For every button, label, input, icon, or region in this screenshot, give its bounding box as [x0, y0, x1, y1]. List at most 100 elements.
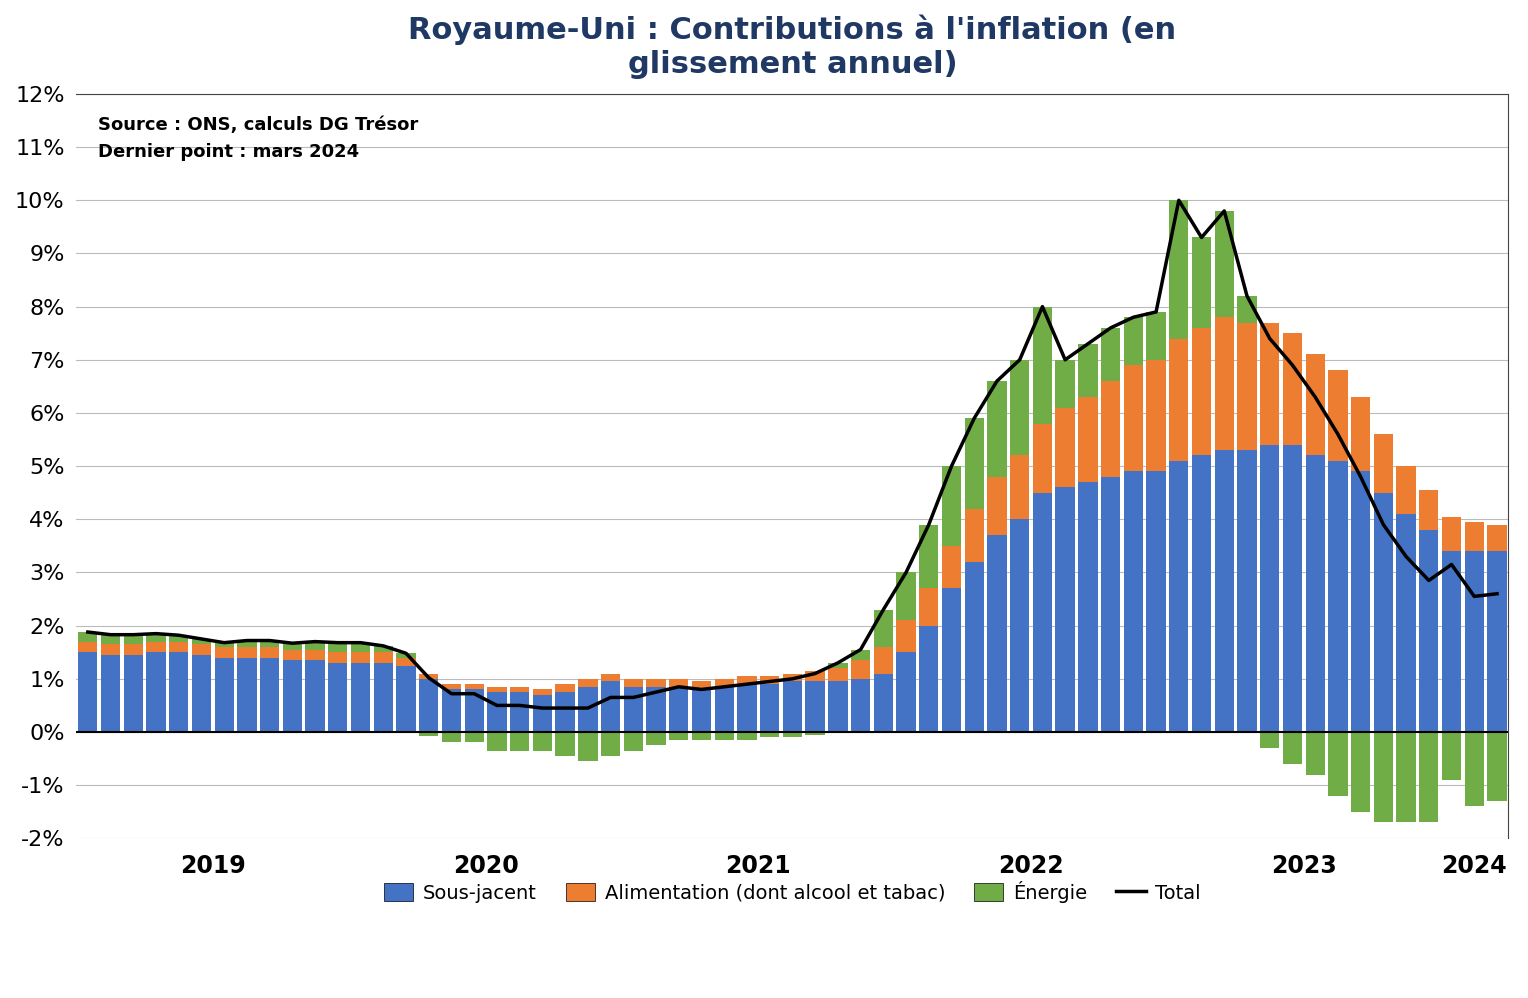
Bar [1465, 732, 1484, 806]
Bar [1487, 551, 1507, 732]
Bar [1033, 423, 1053, 493]
Bar [351, 653, 370, 663]
Bar [1465, 551, 1484, 732]
Bar [214, 658, 234, 732]
Bar [147, 634, 165, 642]
Bar [1146, 471, 1166, 732]
Bar [1169, 338, 1189, 461]
Bar [897, 653, 915, 732]
Bar [374, 646, 393, 653]
Bar [419, 674, 439, 679]
Bar [1305, 354, 1325, 455]
Bar [897, 573, 915, 621]
Bar [419, 732, 439, 737]
Bar [987, 535, 1007, 732]
Bar [1169, 201, 1189, 338]
Bar [897, 621, 915, 653]
Bar [1102, 381, 1120, 477]
Bar [1397, 732, 1416, 822]
Bar [941, 589, 961, 732]
Bar [306, 650, 325, 661]
Bar [987, 477, 1007, 535]
Bar [487, 687, 507, 692]
Bar [124, 645, 144, 655]
Bar [1169, 461, 1189, 732]
Bar [1146, 312, 1166, 360]
Bar [1442, 732, 1461, 779]
Bar [1374, 732, 1394, 822]
Bar [623, 679, 643, 687]
Bar [101, 645, 121, 655]
Bar [738, 685, 756, 732]
Bar [1010, 519, 1030, 732]
Bar [1056, 360, 1074, 407]
Bar [419, 679, 439, 732]
Bar [1487, 732, 1507, 801]
Bar [1328, 732, 1348, 795]
Bar [1420, 490, 1438, 530]
Bar [759, 677, 779, 685]
Bar [193, 645, 211, 655]
Bar [147, 653, 165, 732]
Bar [1284, 732, 1302, 763]
Bar [510, 692, 529, 732]
Bar [1465, 522, 1484, 551]
Bar [1056, 487, 1074, 732]
Bar [738, 732, 756, 740]
Bar [828, 669, 848, 682]
Bar [1284, 333, 1302, 445]
Bar [601, 674, 620, 682]
Bar [1442, 551, 1461, 732]
Bar [487, 732, 507, 750]
Bar [828, 663, 848, 669]
Bar [805, 732, 825, 735]
Bar [237, 641, 257, 647]
Bar [578, 732, 597, 761]
Bar [1146, 360, 1166, 471]
Bar [1328, 370, 1348, 461]
Bar [578, 687, 597, 732]
Bar [920, 525, 938, 589]
Bar [1079, 397, 1097, 482]
Bar [193, 639, 211, 645]
Bar [1351, 397, 1371, 471]
Bar [1215, 317, 1235, 450]
Bar [556, 685, 575, 692]
Bar [1192, 238, 1212, 328]
Bar [465, 690, 484, 732]
Bar [306, 642, 325, 650]
Bar [759, 732, 779, 738]
Bar [329, 663, 347, 732]
Bar [1056, 407, 1074, 487]
Bar [669, 679, 689, 687]
Bar [623, 732, 643, 750]
Bar [329, 643, 347, 653]
Legend: Sous-jacent, Alimentation (dont alcool et tabac), Énergie, Total: Sous-jacent, Alimentation (dont alcool e… [376, 873, 1209, 910]
Bar [646, 687, 666, 732]
Bar [1102, 328, 1120, 381]
Bar [1192, 328, 1212, 455]
Bar [759, 685, 779, 732]
Bar [987, 381, 1007, 477]
Bar [1238, 296, 1256, 322]
Bar [260, 647, 280, 658]
Bar [1351, 471, 1371, 732]
Bar [874, 674, 892, 732]
Bar [1328, 461, 1348, 732]
Bar [646, 732, 666, 746]
Bar [237, 658, 257, 732]
Bar [283, 661, 303, 732]
Bar [374, 663, 393, 732]
Bar [170, 653, 188, 732]
Text: Source : ONS, calculs DG Trésor
Dernier point : mars 2024: Source : ONS, calculs DG Trésor Dernier … [98, 116, 419, 161]
Bar [874, 647, 892, 674]
Bar [1238, 450, 1256, 732]
Bar [442, 690, 461, 732]
Bar [1487, 525, 1507, 551]
Bar [1397, 514, 1416, 732]
Bar [692, 690, 711, 732]
Bar [1261, 322, 1279, 445]
Bar [828, 682, 848, 732]
Bar [283, 643, 303, 650]
Bar [283, 650, 303, 661]
